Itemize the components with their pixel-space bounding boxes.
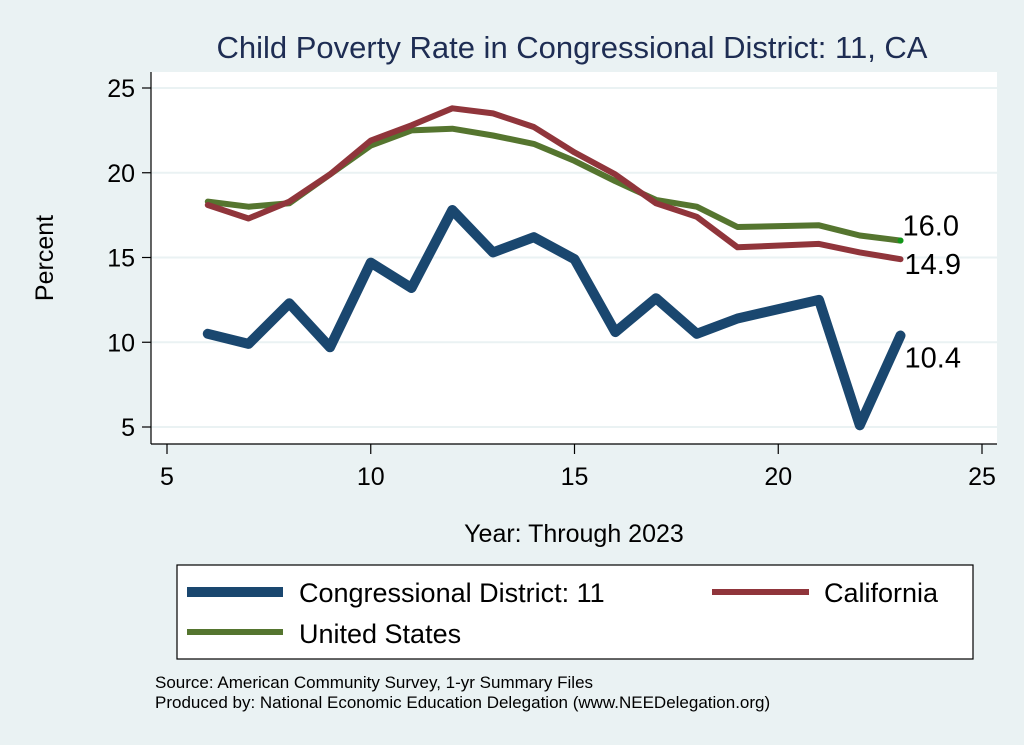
y-tick-label: 5 xyxy=(121,414,135,442)
x-tick-label: 15 xyxy=(561,463,589,491)
x-tick-label: 20 xyxy=(764,463,792,491)
legend-label-district: Congressional District: 11 xyxy=(299,578,605,608)
x-tick-label: 5 xyxy=(160,463,174,491)
legend-item-united-states: United States xyxy=(187,619,461,649)
legend-label-united-states: United States xyxy=(299,619,461,649)
legend-item-district: Congressional District: 11 xyxy=(187,578,605,608)
y-tick-label: 10 xyxy=(107,329,135,357)
legend: Congressional District: 11 California Un… xyxy=(176,564,974,660)
y-axis-label: Percent xyxy=(31,215,59,301)
series-group xyxy=(202,105,906,431)
legend-label-california: California xyxy=(824,578,939,608)
y-tick-label: 25 xyxy=(107,75,135,103)
x-tick-label: 25 xyxy=(968,463,996,491)
y-ticks: 5 10 15 20 25 xyxy=(107,75,151,442)
end-label-united-states: 16.0 xyxy=(903,211,959,243)
legend-item-california: California xyxy=(712,578,939,608)
x-tick-label: 10 xyxy=(357,463,385,491)
x-axis-label: Year: Through 2023 xyxy=(464,520,684,548)
end-label-california: 14.9 xyxy=(905,249,961,281)
x-ticks: 5 10 15 20 25 xyxy=(160,444,996,491)
y-tick-label: 15 xyxy=(107,245,135,273)
end-labels: 10.4 14.9 16.0 xyxy=(903,211,961,375)
legend-box xyxy=(176,564,974,660)
end-label-district: 10.4 xyxy=(905,342,961,374)
y-tick-label: 20 xyxy=(107,160,135,188)
source-note: Source: American Community Survey, 1-yr … xyxy=(155,673,593,692)
chart-title: Child Poverty Rate in Congressional Dist… xyxy=(217,30,928,65)
end-marker-united-states xyxy=(897,237,904,244)
produced-by-note: Produced by: National Economic Education… xyxy=(155,693,770,712)
